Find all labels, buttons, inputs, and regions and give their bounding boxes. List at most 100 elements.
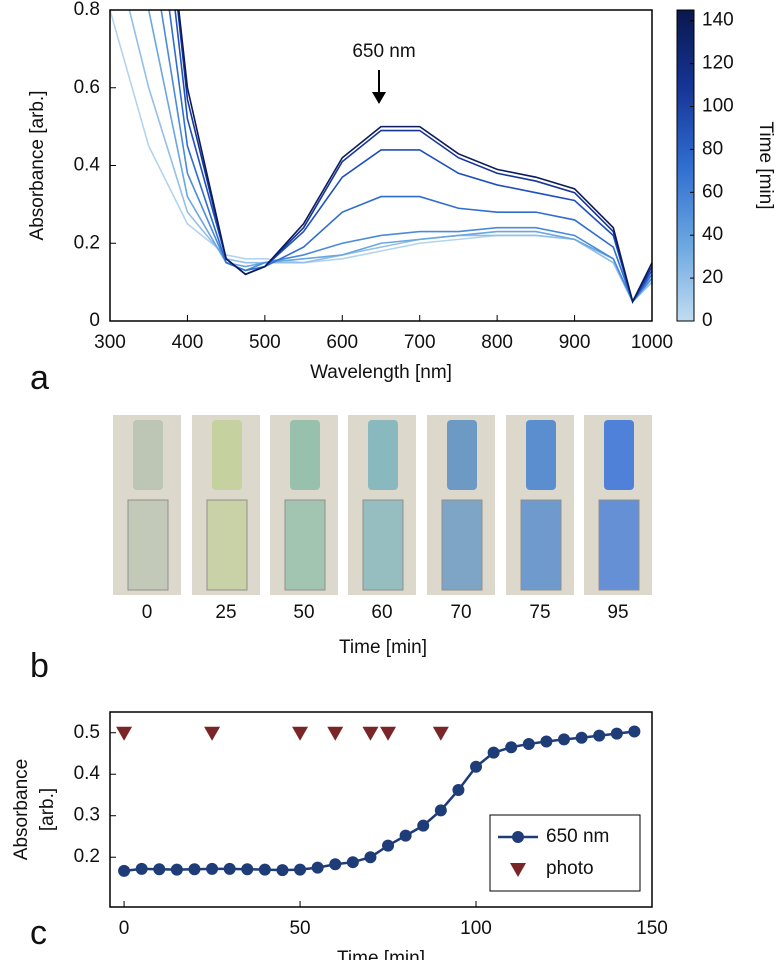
photo-marker bbox=[432, 726, 449, 741]
y-tick-label: 0.5 bbox=[74, 722, 100, 743]
y-tick-label: 0.8 bbox=[74, 0, 100, 20]
vial-top bbox=[604, 420, 634, 490]
vial-top bbox=[368, 420, 398, 490]
y-tick-label: 0.4 bbox=[74, 155, 101, 176]
x-tick-label: 500 bbox=[249, 332, 281, 353]
vial-top bbox=[447, 420, 477, 490]
panel-label: b bbox=[30, 647, 49, 685]
data-point bbox=[118, 864, 131, 877]
x-tick-label: 600 bbox=[326, 332, 358, 353]
vial-top bbox=[290, 420, 320, 490]
panel-label: c bbox=[30, 914, 47, 952]
annotation: 650 nm bbox=[352, 41, 415, 62]
y-axis-label: [arb.] bbox=[37, 788, 58, 831]
y-axis-label: Absorbance bbox=[11, 759, 32, 860]
y-tick-label: 0.4 bbox=[74, 763, 101, 784]
colorbar bbox=[676, 9, 695, 322]
vial-body bbox=[206, 499, 248, 591]
vial-body bbox=[127, 499, 169, 591]
x-tick-label: 150 bbox=[636, 918, 668, 939]
x-axis-label: Time [min] bbox=[339, 637, 427, 658]
photo-label: 0 bbox=[142, 602, 153, 623]
data-point bbox=[417, 819, 430, 832]
vial-top bbox=[526, 420, 556, 490]
x-tick-label: 100 bbox=[460, 918, 492, 939]
x-tick-label: 700 bbox=[404, 332, 436, 353]
panel-label: a bbox=[30, 359, 49, 397]
colorbar-tick-label: 60 bbox=[702, 181, 723, 202]
data-point bbox=[206, 862, 219, 875]
data-point bbox=[610, 727, 623, 740]
data-point bbox=[223, 862, 236, 875]
photo-label: 60 bbox=[371, 602, 392, 623]
colorbar-tick-label: 100 bbox=[702, 96, 734, 117]
x-axis-label: Wavelength [nm] bbox=[310, 362, 452, 383]
colorbar-tick-label: 20 bbox=[702, 267, 723, 288]
data-point bbox=[188, 863, 201, 876]
y-tick-label: 0 bbox=[89, 310, 100, 331]
x-tick-label: 0 bbox=[119, 918, 130, 939]
legend-marker bbox=[512, 831, 524, 843]
colorbar-label: Time [min] bbox=[755, 122, 776, 210]
x-tick-label: 400 bbox=[172, 332, 204, 353]
data-point bbox=[434, 804, 447, 817]
series-line bbox=[160, 10, 652, 304]
y-tick-label: 0.3 bbox=[74, 805, 100, 826]
photo-marker bbox=[362, 726, 379, 741]
data-point bbox=[382, 839, 395, 852]
y-axis-label: Absorbance [arb.] bbox=[27, 91, 48, 241]
colorbar-tick-label: 120 bbox=[702, 53, 734, 74]
series-line bbox=[178, 10, 652, 304]
colorbar-tick-label: 0 bbox=[702, 310, 713, 331]
data-point bbox=[135, 862, 148, 875]
annotation-arrowhead bbox=[372, 92, 386, 104]
data-point bbox=[258, 863, 271, 876]
data-point bbox=[522, 737, 535, 750]
photo-label: 75 bbox=[529, 602, 550, 623]
vial-body bbox=[284, 499, 326, 591]
legend-label: 650 nm bbox=[546, 826, 609, 847]
x-tick-label: 300 bbox=[94, 332, 126, 353]
photo-marker bbox=[116, 726, 133, 741]
vial-body bbox=[520, 499, 562, 591]
legend-label: photo bbox=[546, 858, 594, 879]
photo-label: 95 bbox=[607, 602, 628, 623]
data-point bbox=[311, 861, 324, 874]
vial-body bbox=[362, 499, 404, 591]
data-point bbox=[153, 863, 166, 876]
data-point bbox=[399, 829, 412, 842]
data-point bbox=[593, 729, 606, 742]
legend-marker bbox=[510, 863, 526, 877]
data-point bbox=[241, 863, 254, 876]
data-point bbox=[505, 741, 518, 754]
photo-label: 25 bbox=[215, 602, 236, 623]
data-point bbox=[487, 746, 500, 759]
photo-label: 50 bbox=[293, 602, 314, 623]
data-point bbox=[540, 735, 553, 748]
y-tick-label: 0.2 bbox=[74, 846, 100, 867]
y-tick-label: 0.2 bbox=[74, 232, 100, 253]
y-tick-label: 0.6 bbox=[74, 77, 100, 98]
data-point bbox=[329, 858, 342, 871]
data-point bbox=[470, 760, 483, 773]
colorbar-tick-label: 140 bbox=[702, 10, 734, 31]
x-tick-label: 900 bbox=[559, 332, 591, 353]
colorbar-tick-label: 80 bbox=[702, 138, 723, 159]
photo-label: 70 bbox=[450, 602, 471, 623]
data-point bbox=[294, 863, 307, 876]
x-tick-label: 50 bbox=[289, 918, 310, 939]
photo-marker bbox=[292, 726, 309, 741]
plot-area bbox=[116, 725, 641, 877]
colorbar-tick-label: 40 bbox=[702, 224, 723, 245]
legend-box bbox=[489, 814, 641, 892]
series-line bbox=[147, 10, 652, 304]
series-line bbox=[174, 10, 652, 304]
vial-body bbox=[598, 499, 640, 591]
photo-marker bbox=[380, 726, 397, 741]
data-point bbox=[170, 863, 183, 876]
plot-area bbox=[110, 10, 652, 304]
photo-marker bbox=[327, 726, 344, 741]
data-point bbox=[276, 864, 289, 877]
vial-body bbox=[441, 499, 483, 591]
